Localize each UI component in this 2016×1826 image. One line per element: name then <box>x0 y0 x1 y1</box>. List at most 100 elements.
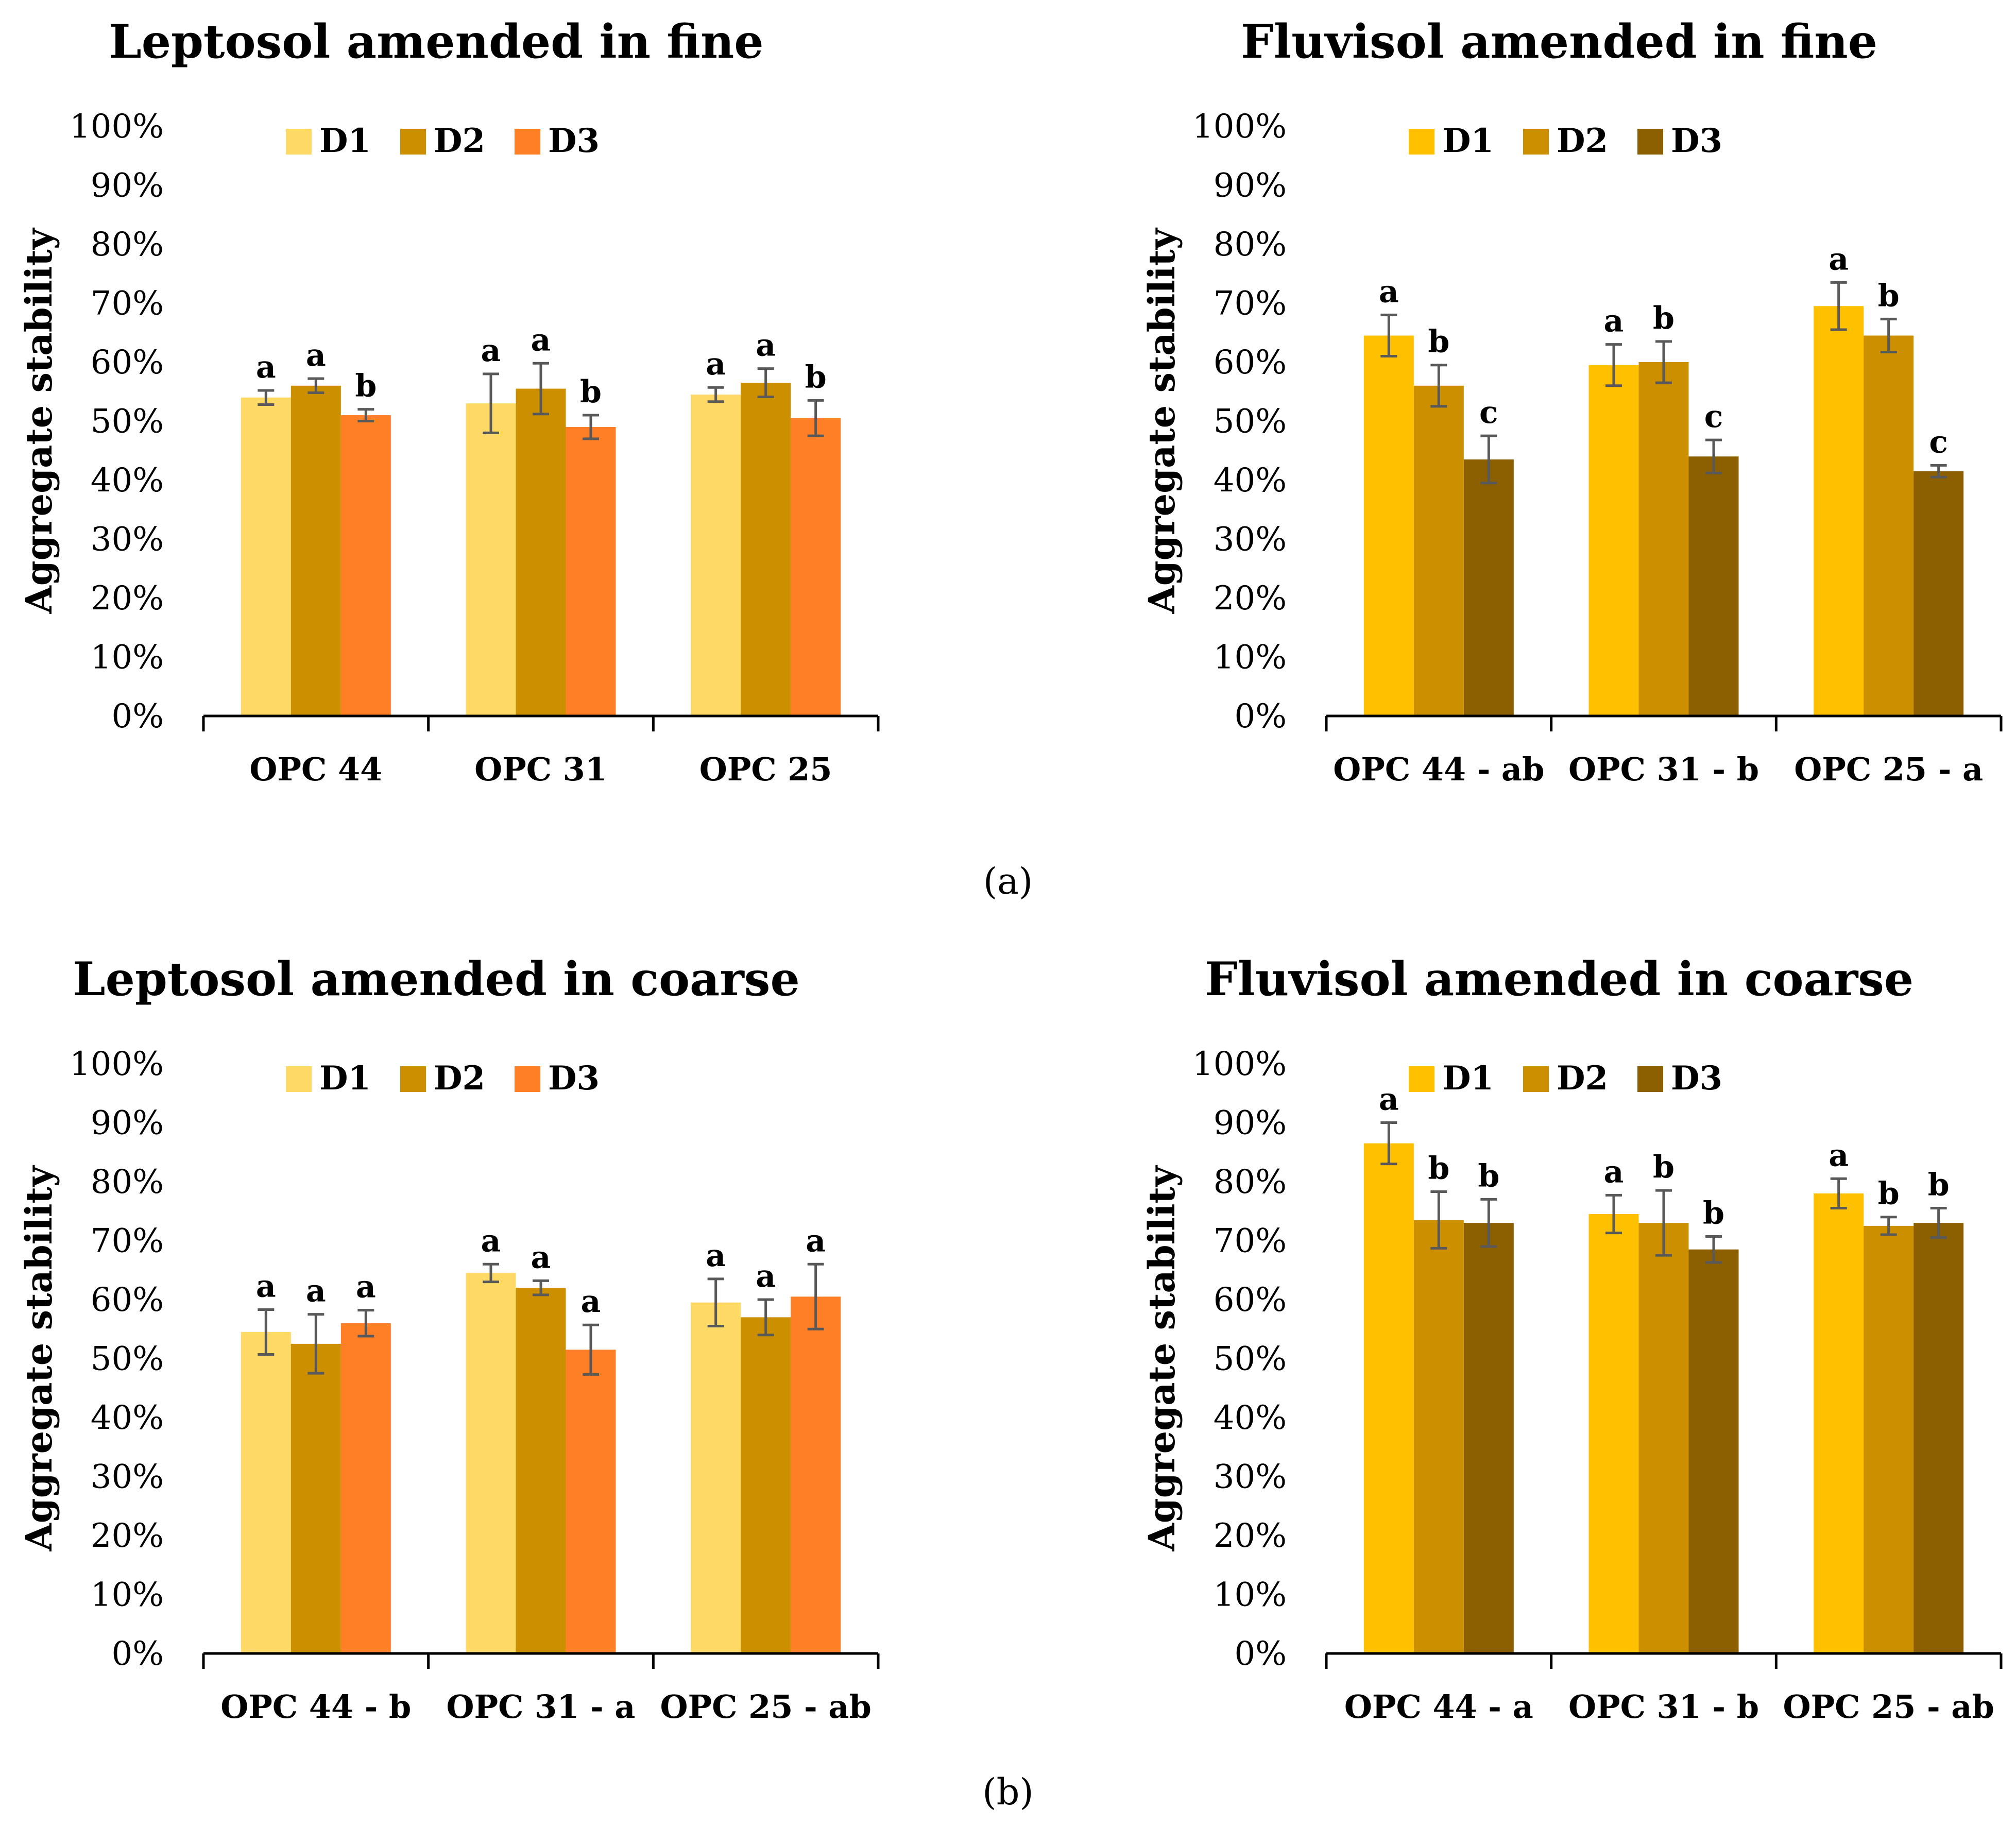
bar <box>1638 1223 1689 1653</box>
legend-swatch <box>400 129 426 155</box>
significance-letter: a <box>531 1239 551 1275</box>
bar <box>340 415 391 716</box>
significance-letter: c <box>1704 399 1723 435</box>
significance-letter: a <box>1379 274 1399 310</box>
x-tick-label: OPC 25 - ab <box>1783 1688 1994 1726</box>
legend-label: D1 <box>1442 1059 1494 1098</box>
significance-letter: a <box>356 1269 376 1305</box>
y-tick-label: 30% <box>91 1458 164 1496</box>
bar <box>241 397 291 716</box>
y-tick-label: 100% <box>70 1045 164 1083</box>
y-tick-label: 0% <box>111 697 164 736</box>
y-tick-label: 50% <box>91 1340 164 1378</box>
significance-letter: b <box>1428 324 1449 360</box>
bar <box>241 1332 291 1653</box>
bar <box>1413 385 1464 716</box>
bar <box>1814 1193 1864 1653</box>
legend-swatch <box>1523 1066 1549 1092</box>
significance-letter: a <box>1829 1137 1849 1173</box>
y-tick-label: 50% <box>1214 403 1287 441</box>
y-tick-label: 50% <box>91 403 164 441</box>
y-tick-label: 20% <box>91 579 164 618</box>
significance-letter: a <box>706 1238 726 1274</box>
y-tick-label: 20% <box>1214 579 1287 618</box>
significance-letter: a <box>256 1268 276 1304</box>
panel-label-a: (a) <box>983 860 1033 902</box>
x-tick-label: OPC 44 - b <box>220 1688 411 1726</box>
y-tick-label: 70% <box>1214 285 1287 323</box>
significance-letter: a <box>306 337 326 373</box>
x-tick-label: OPC 25 - a <box>1794 750 1983 788</box>
bar <box>741 383 791 716</box>
y-tick-label: 30% <box>1214 521 1287 559</box>
bar <box>566 426 616 716</box>
significance-letter: a <box>531 322 551 358</box>
bar <box>1413 1220 1464 1653</box>
legend-label: D1 <box>319 1059 371 1098</box>
significance-letter: a <box>806 1223 826 1259</box>
legend-label: D2 <box>1557 122 1608 160</box>
y-tick-label: 90% <box>91 167 164 205</box>
bar <box>1864 335 1914 716</box>
significance-letter: c <box>1929 424 1948 460</box>
significance-letter: a <box>1379 1082 1399 1118</box>
x-tick-label: OPC 31 - b <box>1568 750 1759 788</box>
y-tick-label: 60% <box>91 1281 164 1319</box>
significance-letter: b <box>1428 1150 1449 1186</box>
significance-letter: a <box>1604 303 1624 339</box>
x-tick-label: OPC 44 <box>249 750 382 788</box>
legend-label: D3 <box>548 1059 600 1098</box>
bar <box>1914 1223 1964 1653</box>
bar <box>1688 1249 1739 1653</box>
y-tick-label: 100% <box>1192 1045 1287 1083</box>
chart-fluvisol-coarse: Fluvisol amended in coarse Aggregate stab… <box>1140 952 2003 1726</box>
y-tick-label: 60% <box>91 344 164 382</box>
significance-letter: b <box>1928 1167 1950 1203</box>
significance-letter: b <box>355 368 377 404</box>
x-tick-label: OPC 44 - ab <box>1333 750 1544 788</box>
y-tick-label: 100% <box>70 108 164 146</box>
significance-letter: b <box>1653 300 1675 336</box>
significance-letter: a <box>256 349 276 385</box>
x-tick-label: OPC 25 - ab <box>660 1688 872 1726</box>
legend-label: D2 <box>434 122 485 160</box>
bar <box>566 1350 616 1653</box>
y-tick-label: 100% <box>1192 108 1287 146</box>
significance-letter: c <box>1479 395 1498 431</box>
legend-swatch <box>286 129 312 155</box>
significance-letter: b <box>580 374 602 410</box>
bar <box>291 385 341 716</box>
significance-letter: b <box>1878 1176 1900 1212</box>
legend-swatch <box>1409 129 1434 155</box>
bar <box>691 1302 741 1653</box>
legend-label: D2 <box>434 1059 485 1098</box>
y-tick-label: 30% <box>1214 1458 1287 1496</box>
bar <box>291 1343 341 1653</box>
y-tick-label: 50% <box>1214 1340 1287 1378</box>
legend-swatch <box>400 1066 426 1092</box>
y-tick-label: 80% <box>1214 226 1287 264</box>
y-tick-label: 70% <box>91 285 164 323</box>
bar <box>791 1296 841 1653</box>
panel-label-b: (b) <box>982 1771 1033 1813</box>
y-tick-label: 80% <box>91 1163 164 1201</box>
y-tick-label: 90% <box>1214 167 1287 205</box>
bar <box>1588 1214 1639 1653</box>
legend-label: D3 <box>1671 122 1722 160</box>
y-tick-label: 90% <box>91 1104 164 1142</box>
y-tick-label: 60% <box>1214 1281 1287 1319</box>
bar <box>1463 1223 1514 1653</box>
chart-title: Leptosol amended in coarse <box>73 952 799 1006</box>
bar <box>1688 456 1739 716</box>
significance-letter: b <box>1703 1195 1724 1231</box>
bar <box>516 1288 566 1653</box>
y-tick-label: 40% <box>91 462 164 500</box>
significance-letter: a <box>481 1223 501 1259</box>
legend-swatch <box>515 1066 540 1092</box>
legend-swatch <box>1523 129 1549 155</box>
x-tick-label: OPC 25 <box>699 750 832 788</box>
significance-letter: b <box>1478 1158 1499 1194</box>
legend-label: D3 <box>1671 1059 1722 1098</box>
significance-letter: b <box>1653 1149 1675 1185</box>
